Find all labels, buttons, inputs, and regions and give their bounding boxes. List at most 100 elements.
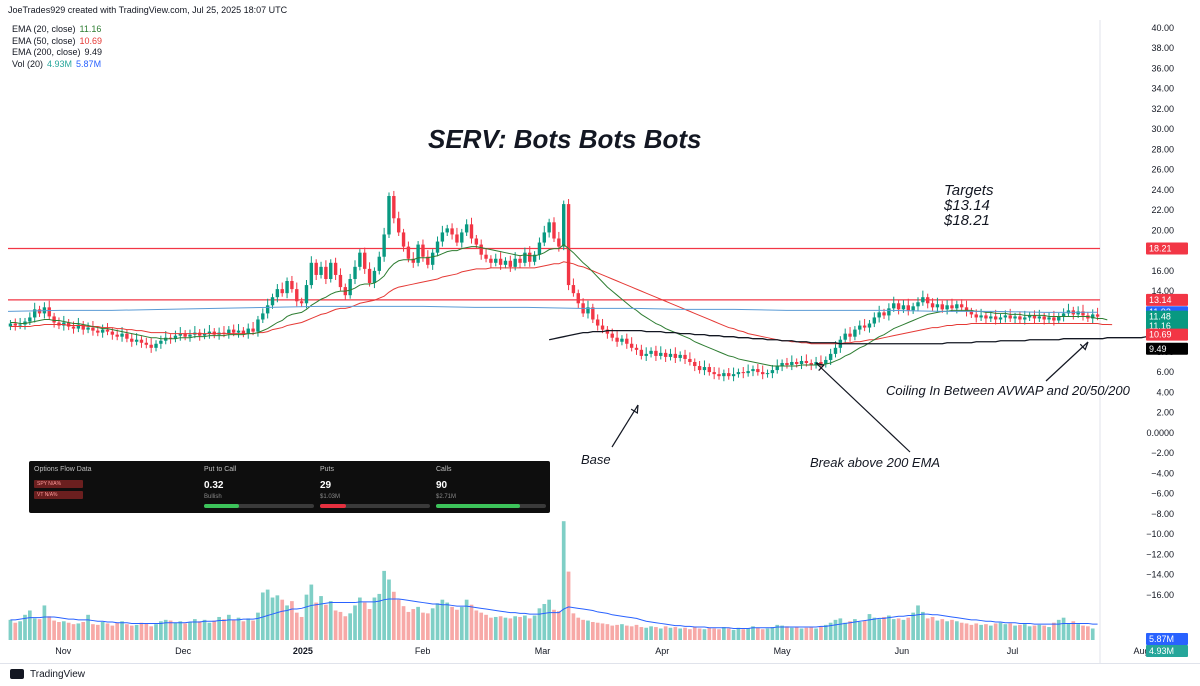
volume-bar [688,629,692,640]
volume-bar [309,584,314,640]
candle-body [426,256,430,265]
put-to-call-value: 0.32 [204,480,224,491]
volume-bar [838,618,843,640]
volume-bar [100,622,105,640]
put-to-call-label: Put to Call [204,466,237,473]
candle-body [989,316,993,319]
candle-body [659,352,663,356]
candle-body [1013,316,1017,319]
volume-bar [324,604,328,640]
price-tick-label: −14.00 [1146,570,1174,580]
time-tick-label: Aug [1133,646,1149,656]
volume-bar [940,619,945,640]
price-tick-label: 20.00 [1151,225,1174,235]
candle-body [833,347,838,354]
candle-body [916,302,920,307]
candle-body [372,270,377,284]
price-labels: 18.2113.1411.9211.4801:57:1011.1610.699.… [1146,242,1188,355]
calls-value: 90 [436,480,448,491]
candle-body [333,262,338,275]
candle-body [1042,316,1046,320]
candle-body [693,361,697,367]
volume-bar [911,612,915,640]
candle-body [523,252,527,263]
options-flow-panel: Options Flow Data SPY N/A% VT N/A% Put t… [29,461,550,513]
candle-body [159,340,163,344]
volume-bar [765,628,770,640]
tradingview-logo-icon [10,669,24,680]
candle-body [964,307,969,312]
volume-bar [921,611,925,640]
candle-body [620,338,624,342]
candle-body [188,334,192,337]
candle-body [668,353,673,357]
volume-bar [76,623,81,640]
volume-bar [416,606,420,640]
candle-body [178,333,182,336]
volume-label-text: 4.93M [1149,646,1174,656]
volume-bar [950,619,954,640]
candle-body [183,333,187,337]
candle-body [62,322,66,326]
time-tick-label: 2025 [293,646,313,656]
legend-volume[interactable]: Vol (20) 4.93M 5.87M [12,58,102,69]
volume-bar [256,612,260,640]
price-tick-label: −4.00 [1151,468,1174,478]
volume-bar [557,611,561,640]
volume-bar [1076,624,1081,640]
puts-premium: $1.03M [320,494,341,500]
candle-body [1076,311,1080,315]
chart-title-annotation: SERV: Bots Bots Bots [428,124,702,154]
candle-body [926,297,930,304]
candle-body [96,330,100,333]
candle-body [173,335,178,339]
price-label-text: 11.16 [1149,321,1171,331]
coil-arrow [1045,341,1089,382]
candle-body [256,319,260,332]
candle-body [809,362,813,366]
candle-body [1091,314,1095,319]
volume-bar [862,620,867,640]
volume-bar [683,627,687,640]
volume-bar [964,623,969,640]
volume-bar [236,617,241,640]
candle-body [455,234,459,243]
legend-ema200[interactable]: EMA (200, close) 9.49 [12,47,103,57]
volume-bar [823,624,828,640]
volume-bar [523,615,527,640]
volume-bar [294,612,299,640]
volume-bar [906,617,911,640]
candle-body [358,252,362,267]
legend-ema20[interactable]: EMA (20, close) 11.16 [12,24,102,34]
targets-title-annotation: Targets [944,182,994,199]
legend-ema50[interactable]: EMA (50, close) 10.69 [12,35,103,46]
candle-body [790,361,794,366]
volume-bar [139,622,144,640]
volume-bar [183,623,187,640]
candle-body [261,313,265,320]
candle-body [508,260,513,267]
volume-bar [173,622,178,640]
candle-body [639,349,644,356]
candle-body [746,371,750,374]
candle-body [338,274,343,288]
put-to-call-sentiment: Bullish [204,494,222,500]
candle-body [727,373,731,377]
puts-col: Puts 29 $1.03M [320,466,340,500]
volume-bar [387,579,391,640]
candle-body [299,301,304,304]
price-chart[interactable]: 40.00 38.00 36.00 34.00 32.00 30.00 28.00 26.00… [0,20,1200,683]
volume-bar [974,623,979,640]
volume-bar [265,589,270,640]
candle-body [518,258,522,263]
volume-bar [430,608,435,640]
volume-bar [581,619,585,640]
volume-bar [435,603,440,640]
candle-body [110,331,115,335]
price-tick-label: −16.00 [1146,590,1174,600]
volume-bar [275,595,280,640]
candle-body [1052,317,1056,321]
volume-bar [624,625,629,640]
candle-body [513,258,517,267]
